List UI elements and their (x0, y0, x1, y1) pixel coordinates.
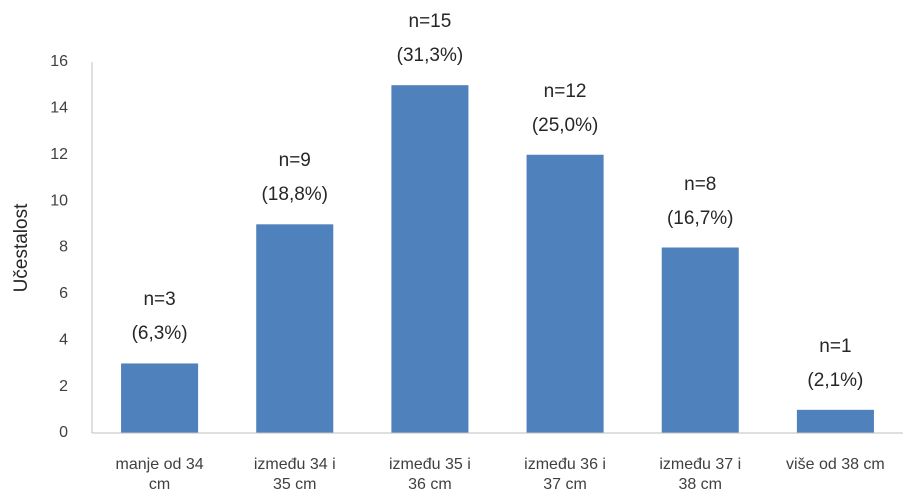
bar (526, 154, 604, 433)
value-label: n=9 (18,8%) (261, 150, 329, 206)
x-tick-label: između 34 i 35 cm (253, 456, 336, 493)
value-label: n=3 (6,3%) (131, 289, 188, 345)
y-tick-label: 10 (50, 192, 68, 209)
value-label: n=8 (16,7%) (666, 173, 734, 229)
x-tick-label: više od 38 cm (786, 456, 885, 473)
value-label: n=1 (2,1%) (807, 335, 864, 391)
bar (796, 409, 874, 433)
y-tick-label: 6 (59, 285, 68, 302)
x-tick-label: između 36 i 37 cm (524, 456, 606, 493)
x-tick-label: između 35 i 36 cm (388, 456, 471, 493)
y-tick-label: 8 (59, 239, 68, 256)
y-axis-label: Učestalost (11, 203, 32, 292)
bar (661, 247, 739, 433)
y-tick-label: 4 (59, 331, 68, 348)
x-tick-label: između 37 i 38 cm (659, 456, 742, 493)
y-tick-label: 16 (50, 53, 68, 70)
bar (121, 363, 199, 433)
y-tick-label: 12 (50, 146, 68, 163)
y-tick-label: 14 (50, 100, 68, 117)
bar (391, 85, 469, 433)
value-label: n=12 (25,0%) (531, 80, 599, 136)
value-label: n=15 (31,3%) (396, 11, 464, 67)
y-tick-label: 0 (59, 424, 68, 441)
bar (256, 224, 334, 433)
y-tick-label: 2 (59, 378, 68, 395)
x-tick-label: manje od 34 cm (115, 456, 204, 493)
